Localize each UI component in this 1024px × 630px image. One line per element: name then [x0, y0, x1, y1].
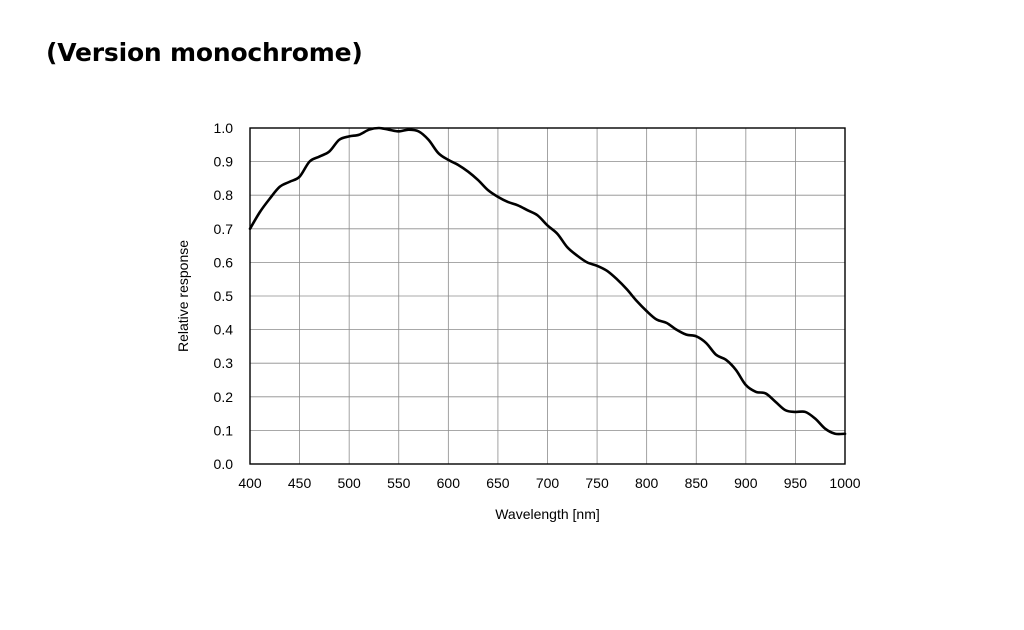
x-tick-label: 900 [734, 475, 758, 491]
y-tick-label: 0.3 [214, 355, 234, 371]
x-tick-label: 850 [685, 475, 709, 491]
response-curve [248, 126, 847, 436]
x-axis-ticks: 400 450 500 550 600 650 700 750 800 850 900 950 1000 [238, 475, 860, 491]
y-tick-label: 0.7 [214, 221, 234, 237]
y-tick-label: 0.9 [214, 154, 234, 170]
y-tick-label: 0.4 [214, 322, 234, 338]
x-tick-label: 950 [784, 475, 808, 491]
x-tick-label: 800 [635, 475, 659, 491]
y-tick-label: 0.2 [214, 389, 234, 405]
page-title: (Version monochrome) [46, 38, 363, 67]
y-axis-ticks: 0.0 0.1 0.2 0.3 0.4 0.5 0.6 0.7 0.8 0.9 1.0 [214, 120, 234, 472]
x-tick-label: 550 [387, 475, 411, 491]
x-tick-label: 750 [585, 475, 609, 491]
y-axis-label: Relative response [175, 240, 191, 352]
x-tick-label: 1000 [829, 475, 860, 491]
grid [249, 127, 846, 465]
x-tick-label: 600 [437, 475, 461, 491]
x-tick-label: 700 [536, 475, 560, 491]
x-tick-label: 400 [238, 475, 262, 491]
x-tick-label: 650 [486, 475, 510, 491]
y-tick-label: 0.1 [214, 422, 234, 438]
y-tick-label: 0.6 [214, 254, 234, 270]
y-tick-label: 0.5 [214, 288, 234, 304]
y-tick-label: 0.0 [214, 456, 234, 472]
x-tick-label: 450 [288, 475, 312, 491]
y-tick-label: 1.0 [214, 120, 234, 136]
x-axis-label: Wavelength [nm] [495, 506, 600, 522]
plot-frame [249, 127, 846, 465]
y-tick-label: 0.8 [214, 187, 234, 203]
x-tick-label: 500 [337, 475, 361, 491]
